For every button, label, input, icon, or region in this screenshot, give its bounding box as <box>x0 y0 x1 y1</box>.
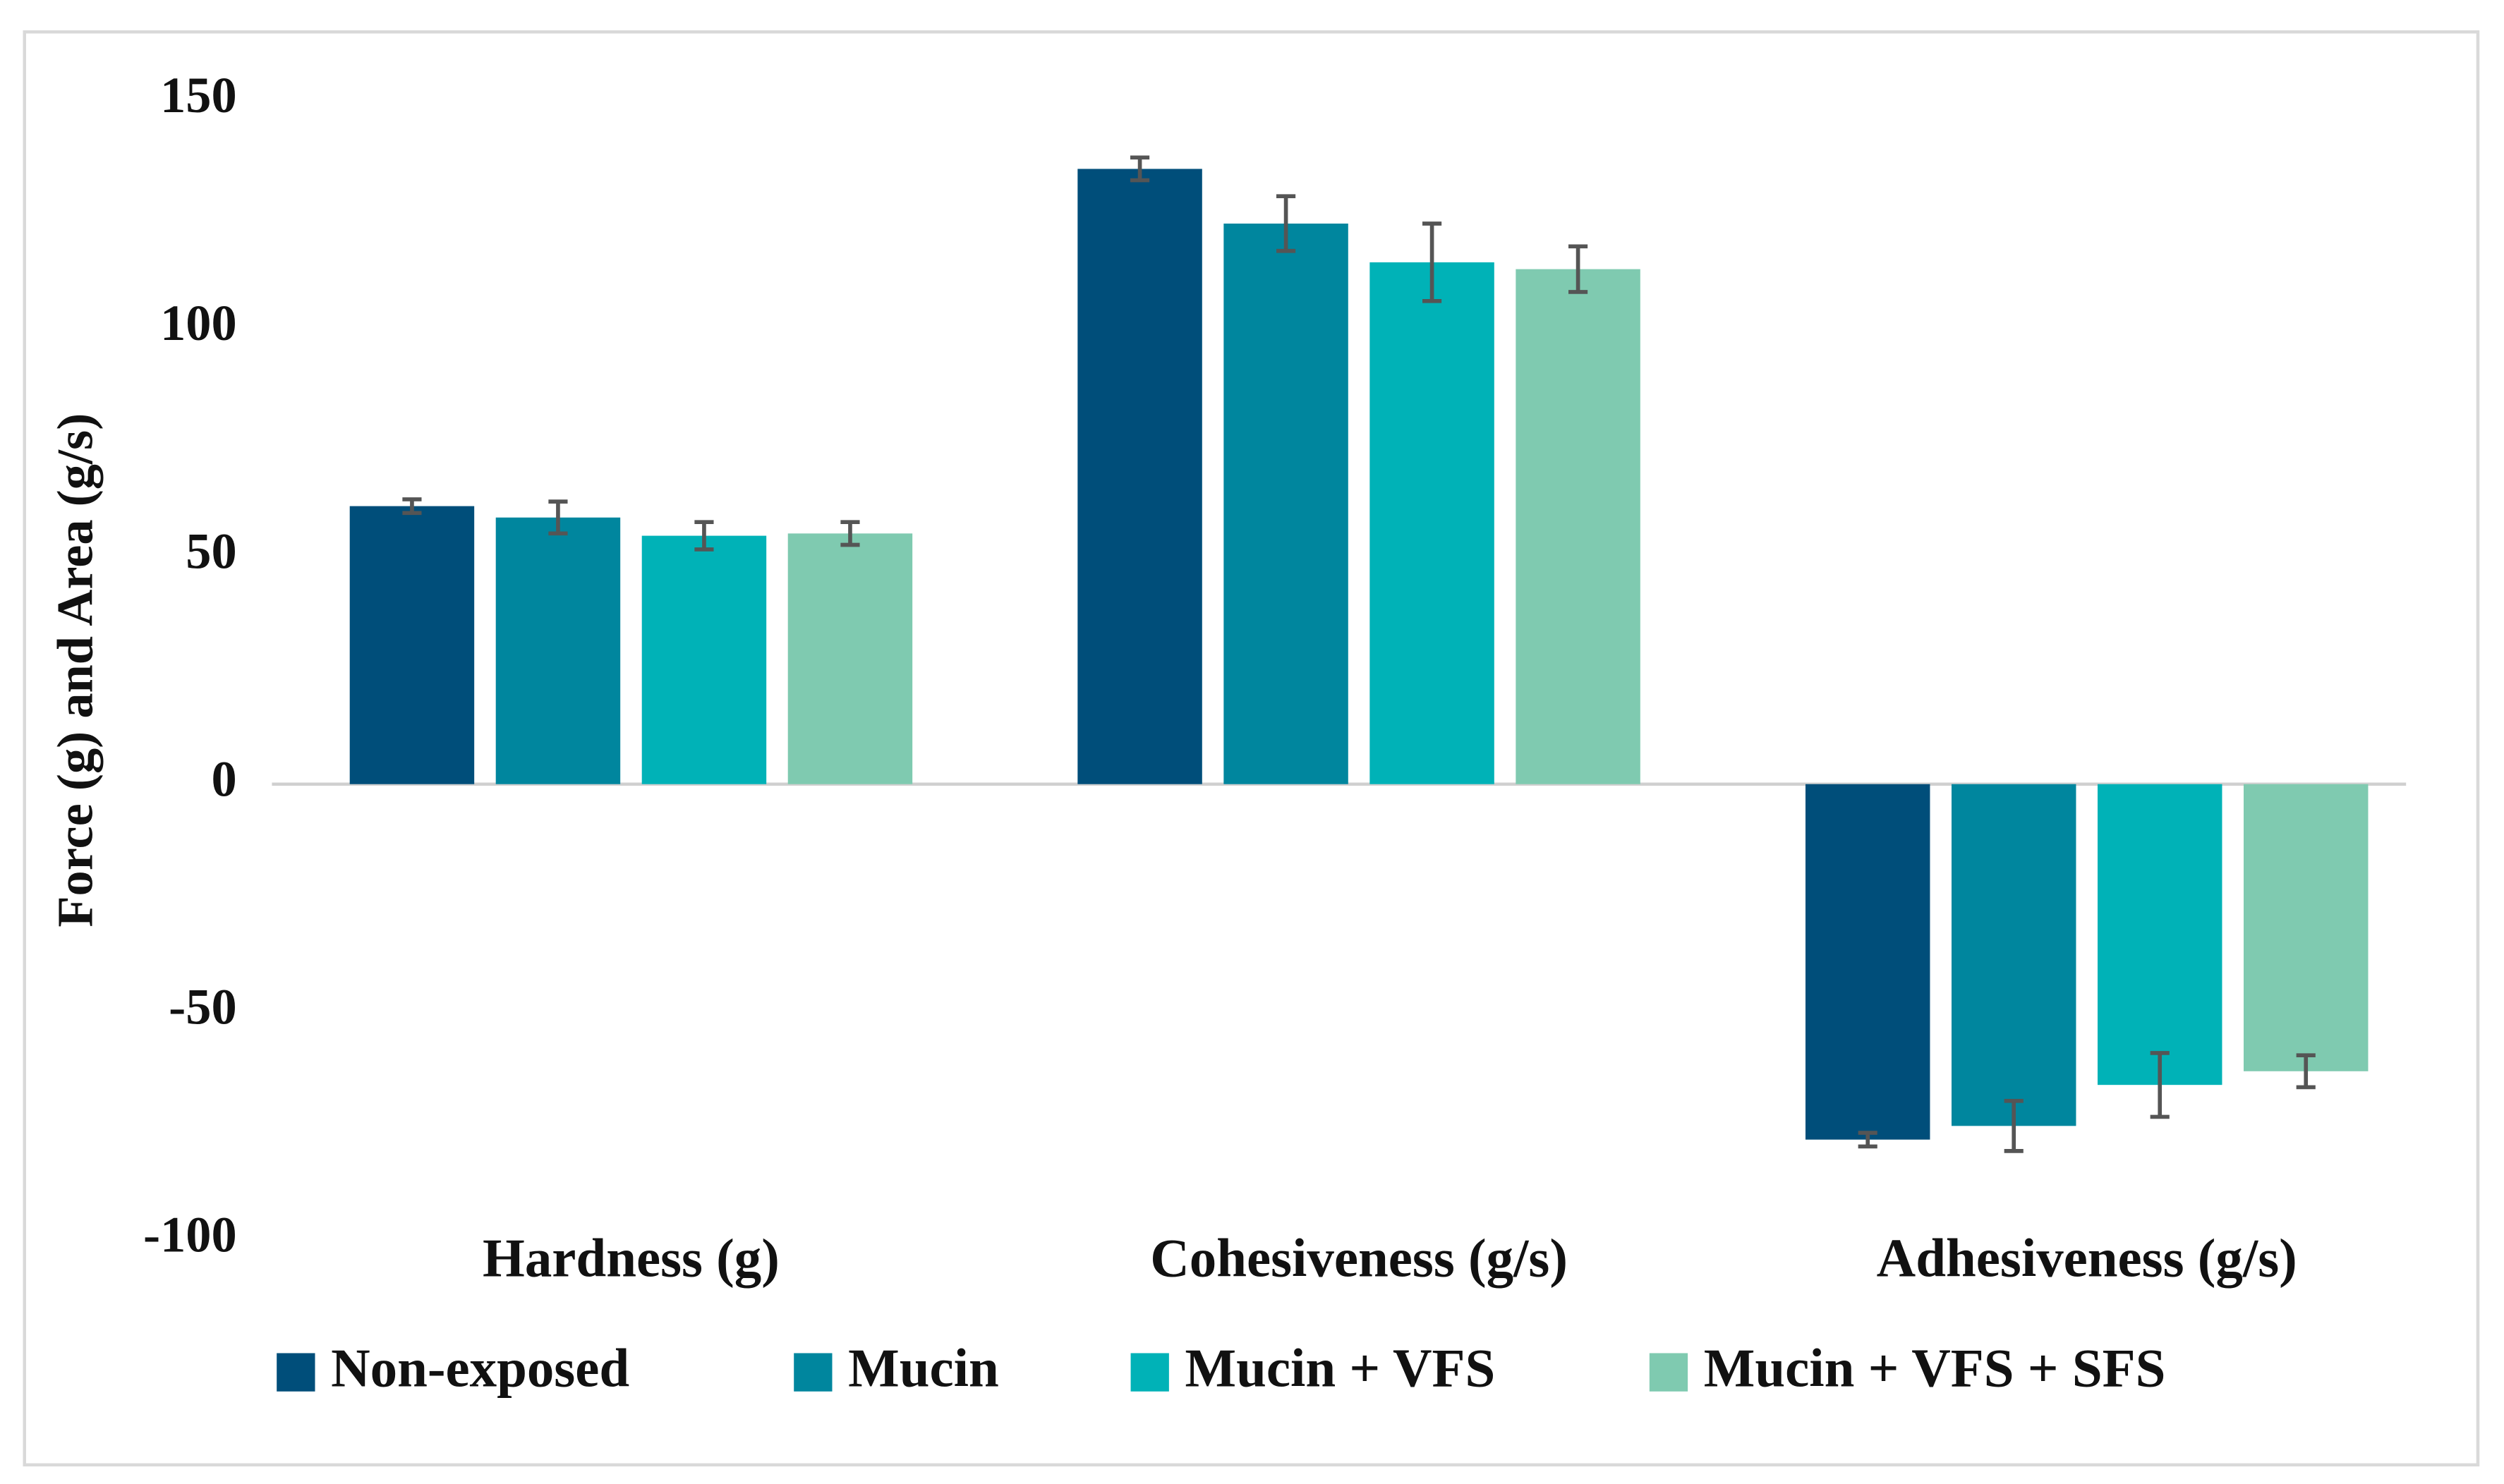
y-tick-label: 100 <box>160 294 237 351</box>
bar <box>1805 784 1930 1140</box>
legend-swatch <box>1649 1353 1688 1392</box>
bar <box>2243 784 2369 1071</box>
legend-label: Mucin + VFS <box>1185 1338 1495 1399</box>
bar <box>1077 169 1202 784</box>
bar <box>1223 223 1348 784</box>
error-bar <box>1276 194 1296 253</box>
x-tick-label: Hardness (g) <box>483 1227 780 1288</box>
bar <box>641 535 767 784</box>
legend-label: Mucin + VFS + SFS <box>1704 1338 2166 1399</box>
legend-swatch <box>1130 1353 1169 1392</box>
x-tick-label: Cohesiveness (g/s) <box>1150 1227 1568 1288</box>
error-bar <box>548 499 568 536</box>
y-tick-label: 150 <box>160 66 237 123</box>
legend-swatch <box>794 1353 833 1392</box>
bar <box>1951 784 2076 1126</box>
error-bar <box>694 520 714 552</box>
bar <box>787 533 913 784</box>
bar <box>1516 269 1640 784</box>
y-tick-label: -100 <box>143 1205 237 1263</box>
error-bar <box>1568 244 1588 294</box>
y-tick-label: 50 <box>186 522 236 579</box>
error-bar <box>1422 221 1442 303</box>
error-bar <box>2296 1053 2316 1090</box>
legend-label: Mucin <box>848 1338 999 1399</box>
error-bar <box>2004 1098 2024 1153</box>
y-tick-label: 0 <box>211 750 236 807</box>
error-bar <box>2150 1051 2170 1119</box>
error-bar <box>1130 155 1150 183</box>
x-tick-label: Adhesiveness (g/s) <box>1877 1227 2297 1288</box>
y-axis-label: Force (g) and Area (g/s) <box>47 413 104 928</box>
bar <box>1369 262 1494 784</box>
bar <box>495 517 621 784</box>
error-bar <box>840 520 860 547</box>
error-bar <box>1858 1131 1877 1149</box>
bar <box>2097 784 2222 1085</box>
legend-label: Non-exposed <box>331 1338 629 1399</box>
y-tick-label: -50 <box>169 978 236 1035</box>
error-bar <box>402 497 422 516</box>
bar <box>349 506 475 784</box>
legend-swatch <box>277 1353 315 1392</box>
